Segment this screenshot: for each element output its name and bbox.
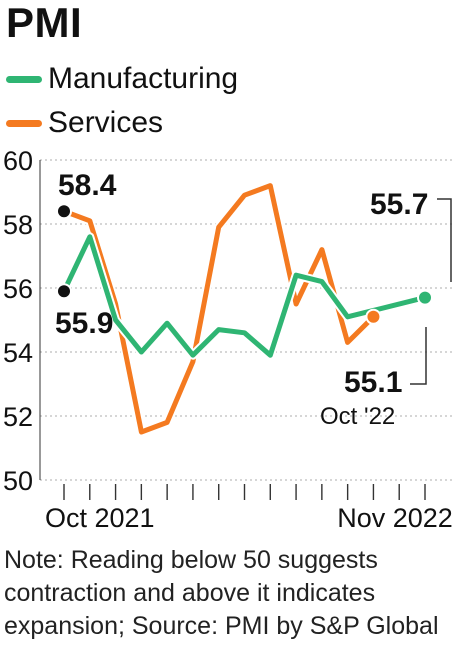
annotation-services-end: 55.1 bbox=[344, 366, 402, 399]
axis-layer: 50 52 54 56 58 60 Oct 2021 Nov 2022 bbox=[3, 146, 453, 533]
end-point-services bbox=[365, 308, 382, 325]
annotation-services-end-date: Oct '22 bbox=[320, 403, 395, 430]
x-tick-label-oct-2021: Oct 2021 bbox=[45, 503, 155, 533]
legend-swatch-manufacturing bbox=[6, 76, 42, 83]
grid-layer bbox=[40, 159, 455, 481]
annotation-manufacturing-end: 55.7 bbox=[370, 188, 428, 221]
series-line-services bbox=[61, 183, 376, 435]
series-line-manufacturing bbox=[61, 234, 428, 358]
annotation-services-start: 58.4 bbox=[58, 169, 117, 202]
y-tick-label-58: 58 bbox=[3, 210, 33, 240]
leader-manufacturing-end bbox=[437, 198, 452, 282]
x-tick-label-nov-2022: Nov 2022 bbox=[337, 503, 453, 533]
legend-swatch-services bbox=[6, 120, 42, 127]
y-tick-label-52: 52 bbox=[3, 402, 33, 432]
y-tick-label-60: 60 bbox=[3, 146, 33, 176]
legend-label-services: Services bbox=[48, 106, 164, 139]
annotation-layer: 58.4 55.9 55.7 55.1 Oct '22 bbox=[55, 169, 452, 430]
y-tick-label-54: 54 bbox=[3, 338, 33, 368]
y-tick-label-56: 56 bbox=[3, 274, 33, 304]
end-point-manufacturing bbox=[417, 289, 433, 306]
start-point-services bbox=[56, 203, 72, 220]
y-tick-label-50: 50 bbox=[3, 466, 33, 496]
chart-title: PMI bbox=[6, 0, 83, 46]
start-point-manufacturing bbox=[56, 283, 72, 300]
series-layer bbox=[56, 181, 433, 437]
annotation-manufacturing-start: 55.9 bbox=[55, 307, 113, 340]
pmi-line-chart: 50 52 54 56 58 60 Oct 2021 Nov 2022 58.4 55.9 55.… bbox=[3, 146, 455, 533]
legend-label-manufacturing: Manufacturing bbox=[48, 62, 239, 95]
leader-services-end bbox=[410, 327, 427, 385]
chart-note: Note: Reading below 50 suggests contract… bbox=[4, 546, 439, 640]
